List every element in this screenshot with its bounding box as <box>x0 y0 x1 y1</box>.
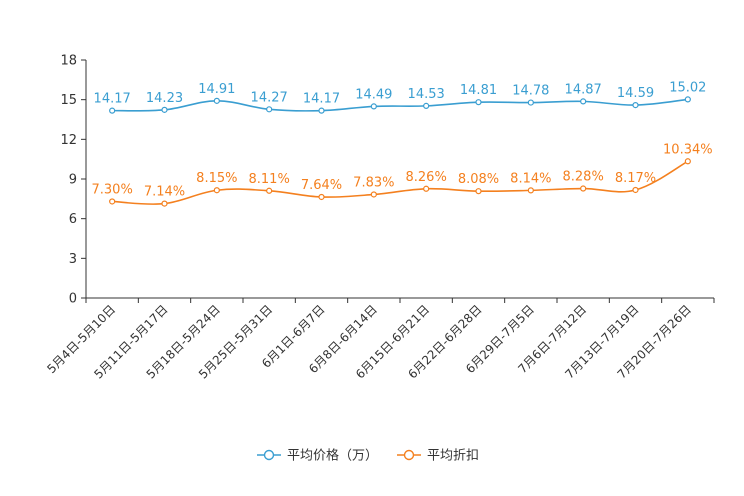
data-label: 10.34% <box>663 142 713 157</box>
series-line <box>112 160 689 205</box>
data-point[interactable] <box>370 191 377 198</box>
data-label: 14.17 <box>303 92 340 107</box>
data-label: 8.15% <box>196 171 237 186</box>
y-axis: 0 3 6 9 12 15 18 <box>60 54 87 307</box>
data-label: 14.17 <box>94 92 131 107</box>
data-point[interactable] <box>213 187 220 194</box>
data-point[interactable] <box>161 106 168 113</box>
y-tick-label: 15 <box>60 93 77 108</box>
data-point[interactable] <box>632 186 639 194</box>
data-label: 8.28% <box>563 170 604 185</box>
data-label: 14.91 <box>198 82 235 97</box>
y-tick-label: 0 <box>69 292 77 307</box>
data-point[interactable] <box>318 107 325 114</box>
data-point[interactable] <box>266 187 273 194</box>
data-point[interactable] <box>475 188 482 195</box>
data-point[interactable] <box>580 98 587 105</box>
data-point[interactable] <box>213 97 220 104</box>
data-label: 14.81 <box>460 83 497 98</box>
legend-marker <box>263 449 275 461</box>
series-line <box>112 98 688 112</box>
data-point[interactable] <box>370 103 377 110</box>
data-point[interactable] <box>527 187 534 194</box>
legend-label: 平均价格（万） <box>287 448 378 464</box>
data-point[interactable] <box>632 101 639 109</box>
data-label: 14.27 <box>251 90 288 105</box>
y-tick-label: 3 <box>69 252 77 267</box>
data-label: 14.78 <box>512 84 549 99</box>
data-point[interactable] <box>527 99 534 106</box>
legend-item[interactable]: 平均价格（万） <box>257 448 378 464</box>
series-1: 14.17 14.23 14.91 14.27 14.17 14.49 14.53 14.81… <box>94 80 706 114</box>
data-label: 8.11% <box>249 172 290 187</box>
data-point[interactable] <box>475 99 482 106</box>
y-tick-label: 12 <box>60 133 77 148</box>
data-label: 7.14% <box>144 185 185 200</box>
y-tick-label: 6 <box>69 212 77 227</box>
legend-label: 平均折扣 <box>427 449 479 464</box>
data-point[interactable] <box>684 158 691 165</box>
series-2: 7.30% 7.14% 8.15% 8.11% 7.64% 7.83% 8.26% 8.08%… <box>92 142 713 207</box>
data-label: 14.49 <box>355 87 392 102</box>
data-label: 8.08% <box>458 172 499 187</box>
data-point[interactable] <box>266 106 273 113</box>
data-label: 14.23 <box>146 91 183 106</box>
legend-marker <box>403 449 415 461</box>
data-label: 8.14% <box>510 171 551 186</box>
data-point[interactable] <box>684 96 691 103</box>
data-point[interactable] <box>109 198 116 205</box>
data-point[interactable] <box>423 102 430 109</box>
data-point[interactable] <box>580 185 587 192</box>
data-label: 7.64% <box>301 178 342 193</box>
data-point[interactable] <box>423 185 430 192</box>
y-tick-label: 18 <box>60 54 77 69</box>
series-layer: 14.17 14.23 14.91 14.27 14.17 14.49 14.53 14.81… <box>92 80 713 207</box>
data-label: 7.30% <box>92 182 133 197</box>
legend[interactable]: 平均价格（万） 平均折扣 <box>257 448 479 464</box>
data-label: 8.26% <box>406 170 447 185</box>
data-label: 14.53 <box>408 87 445 102</box>
data-label: 7.83% <box>353 175 394 190</box>
data-label: 14.59 <box>617 86 654 101</box>
data-point[interactable] <box>161 200 168 207</box>
data-point[interactable] <box>318 193 325 201</box>
legend-item[interactable]: 平均折扣 <box>397 449 479 464</box>
data-point[interactable] <box>109 107 116 114</box>
data-label: 8.17% <box>615 171 656 186</box>
x-axis: 5月4日-5月10日5月11日-5月17日5月18日-5月24日5月25日-5月… <box>44 297 715 382</box>
data-label: 15.02 <box>669 80 706 95</box>
y-tick-label: 9 <box>69 173 77 188</box>
data-label: 14.87 <box>565 82 602 97</box>
